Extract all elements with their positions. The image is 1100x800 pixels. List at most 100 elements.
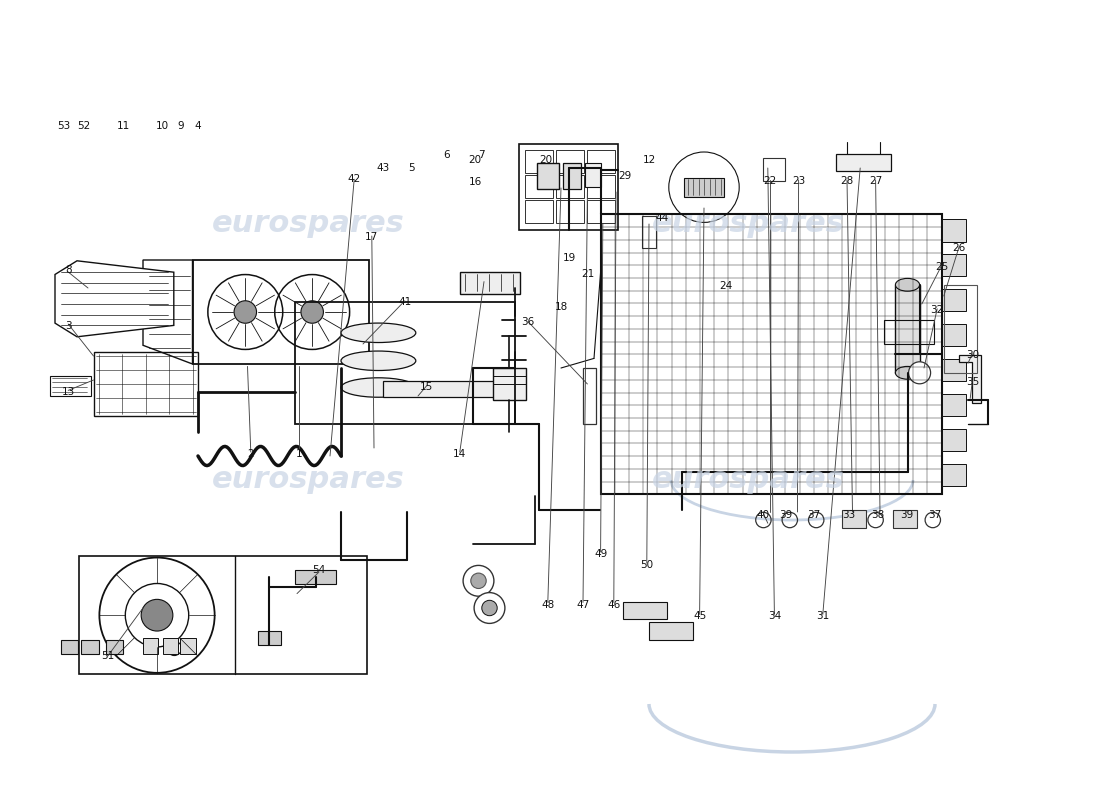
- Polygon shape: [55, 261, 174, 337]
- Text: 39: 39: [779, 510, 792, 520]
- Ellipse shape: [341, 351, 416, 370]
- Bar: [884, 320, 934, 344]
- Text: 38: 38: [871, 510, 884, 520]
- Text: eurospares: eurospares: [651, 466, 845, 494]
- Text: 11: 11: [117, 122, 130, 131]
- Text: 7: 7: [478, 150, 485, 160]
- Text: 23: 23: [792, 176, 805, 186]
- Circle shape: [474, 593, 505, 623]
- Text: 13: 13: [62, 387, 75, 397]
- Bar: [842, 510, 866, 528]
- Text: 52: 52: [77, 122, 90, 131]
- Bar: [583, 368, 596, 424]
- Bar: [383, 381, 515, 397]
- Text: 37: 37: [928, 510, 942, 520]
- Text: 27: 27: [869, 176, 882, 186]
- Text: 37: 37: [807, 510, 821, 520]
- Text: 44: 44: [656, 213, 669, 222]
- Bar: [180, 638, 196, 654]
- Circle shape: [463, 566, 494, 596]
- Bar: [942, 429, 966, 451]
- Bar: [586, 175, 615, 198]
- Text: 32: 32: [931, 306, 944, 315]
- Text: 22: 22: [763, 176, 777, 186]
- Circle shape: [909, 362, 931, 384]
- Bar: [942, 359, 966, 382]
- Bar: [642, 216, 656, 248]
- Text: eurospares: eurospares: [651, 210, 845, 238]
- Text: 6: 6: [443, 150, 450, 160]
- Text: 2: 2: [248, 450, 254, 459]
- Text: 33: 33: [843, 510, 856, 520]
- Circle shape: [301, 301, 323, 323]
- Text: 42: 42: [348, 174, 361, 184]
- Text: 21: 21: [581, 269, 594, 278]
- Bar: [50, 376, 91, 396]
- Bar: [556, 200, 584, 222]
- Bar: [493, 368, 526, 400]
- Bar: [586, 150, 615, 173]
- Polygon shape: [959, 355, 981, 403]
- Text: 30: 30: [966, 350, 979, 360]
- Bar: [192, 260, 368, 364]
- Bar: [460, 272, 520, 294]
- Text: 18: 18: [554, 302, 568, 312]
- Bar: [519, 144, 618, 230]
- Bar: [684, 178, 724, 197]
- Bar: [295, 302, 515, 424]
- Text: 16: 16: [469, 178, 482, 187]
- Text: 51: 51: [101, 651, 114, 661]
- Ellipse shape: [341, 323, 416, 342]
- Bar: [525, 200, 553, 222]
- Text: 50: 50: [640, 560, 653, 570]
- Bar: [537, 163, 559, 189]
- Bar: [94, 352, 198, 416]
- Text: 8: 8: [65, 266, 72, 275]
- Bar: [942, 324, 966, 346]
- Text: 20: 20: [539, 155, 552, 165]
- Bar: [944, 285, 977, 373]
- Bar: [106, 640, 123, 654]
- Bar: [163, 638, 178, 654]
- Text: 1: 1: [296, 450, 303, 459]
- Bar: [586, 200, 615, 222]
- Text: 34: 34: [768, 611, 781, 621]
- Bar: [942, 254, 966, 277]
- Ellipse shape: [895, 278, 920, 291]
- Bar: [563, 163, 581, 189]
- Text: 10: 10: [156, 122, 169, 131]
- Text: 40: 40: [757, 510, 770, 520]
- Bar: [942, 464, 966, 486]
- Circle shape: [471, 573, 486, 589]
- Text: 54: 54: [312, 565, 326, 574]
- Bar: [81, 640, 99, 654]
- Text: 46: 46: [607, 600, 620, 610]
- Text: eurospares: eurospares: [211, 466, 405, 494]
- Text: 41: 41: [398, 298, 411, 307]
- Bar: [257, 630, 280, 645]
- Text: 28: 28: [840, 176, 854, 186]
- Text: 31: 31: [816, 611, 829, 621]
- Bar: [525, 150, 553, 173]
- Text: 24: 24: [719, 282, 733, 291]
- Text: 39: 39: [900, 510, 913, 520]
- Bar: [585, 163, 601, 187]
- Bar: [763, 158, 785, 181]
- Polygon shape: [143, 260, 192, 364]
- Bar: [942, 394, 966, 417]
- Text: 17: 17: [365, 232, 378, 242]
- Bar: [649, 622, 693, 640]
- Bar: [556, 175, 584, 198]
- Bar: [143, 638, 158, 654]
- Text: 15: 15: [420, 382, 433, 392]
- Bar: [79, 556, 367, 674]
- Text: 45: 45: [693, 611, 706, 621]
- Text: eurospares: eurospares: [211, 210, 405, 238]
- Ellipse shape: [341, 378, 416, 398]
- Bar: [556, 150, 584, 173]
- Text: 47: 47: [576, 600, 590, 610]
- Bar: [295, 570, 336, 585]
- Circle shape: [482, 600, 497, 616]
- Bar: [623, 602, 667, 619]
- Text: 49: 49: [594, 549, 607, 558]
